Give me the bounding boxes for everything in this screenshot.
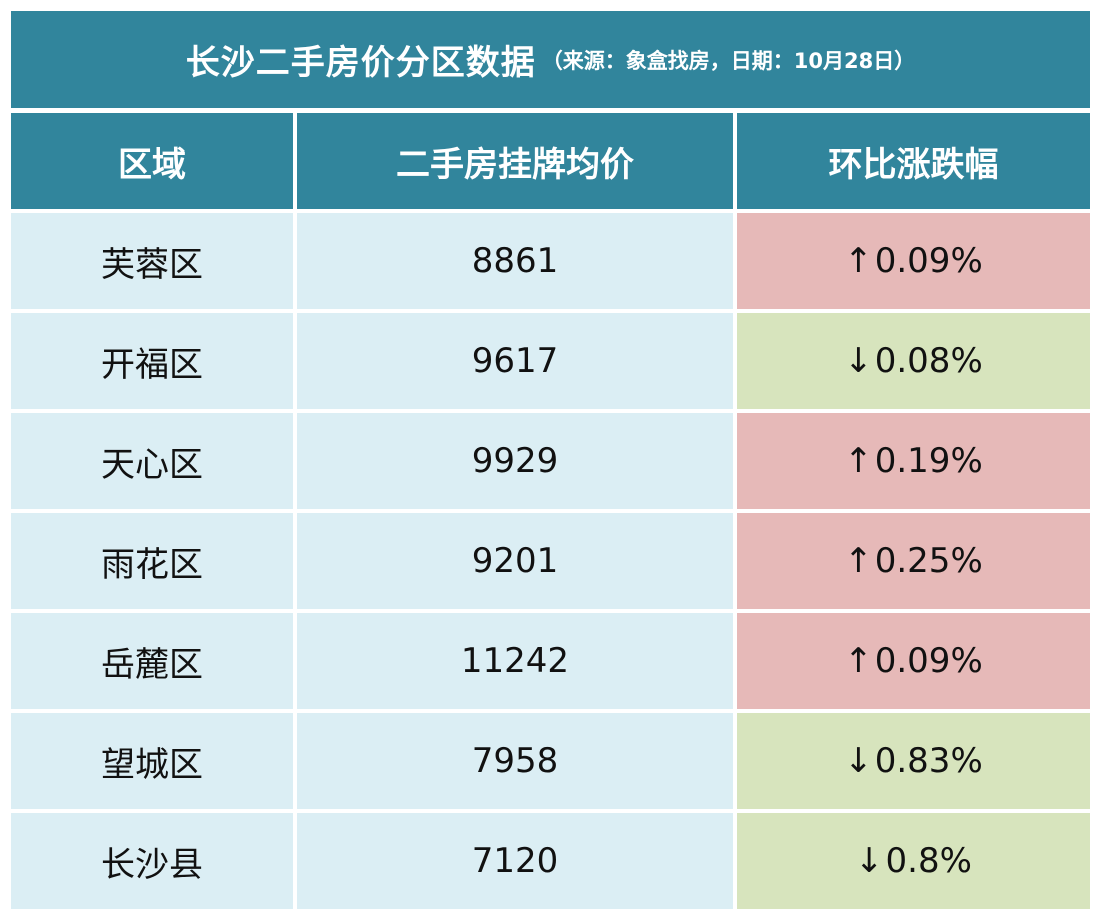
- row-district: 芙蓉区: [11, 213, 293, 309]
- row-district: 岳麓区: [11, 613, 293, 709]
- up-arrow-icon: ↑: [844, 441, 873, 481]
- header-district: 区域: [11, 113, 293, 209]
- table-title: 长沙二手房价分区数据 （来源：象盒找房，日期：10月28日）: [11, 11, 1090, 108]
- row-price: 7958: [297, 713, 733, 809]
- change-value: 0.83%: [874, 741, 983, 781]
- row-district: 开福区: [11, 313, 293, 409]
- row-change: ↑ 0.19%: [737, 413, 1090, 509]
- row-district: 雨花区: [11, 513, 293, 609]
- row-change: ↑ 0.09%: [737, 613, 1090, 709]
- down-arrow-icon: ↓: [855, 841, 884, 881]
- row-price: 9929: [297, 413, 733, 509]
- change-value: 0.8%: [885, 841, 972, 881]
- row-price: 11242: [297, 613, 733, 709]
- row-district: 望城区: [11, 713, 293, 809]
- up-arrow-icon: ↑: [844, 541, 873, 581]
- row-change: ↓ 0.83%: [737, 713, 1090, 809]
- row-price: 9617: [297, 313, 733, 409]
- title-source-date: （来源：象盒找房，日期：10月28日）: [541, 48, 916, 73]
- change-value: 0.09%: [874, 241, 983, 281]
- title-main: 长沙二手房价分区数据: [185, 43, 536, 83]
- price-table: 区域 二手房挂牌均价 环比涨跌幅 芙蓉区 8861 ↑ 0.09% 开福区 961…: [11, 113, 1090, 909]
- row-district: 长沙县: [11, 813, 293, 909]
- row-price: 8861: [297, 213, 733, 309]
- down-arrow-icon: ↓: [844, 341, 873, 381]
- row-change: ↓ 0.08%: [737, 313, 1090, 409]
- up-arrow-icon: ↑: [844, 241, 873, 281]
- row-change: ↓ 0.8%: [737, 813, 1090, 909]
- row-district: 天心区: [11, 413, 293, 509]
- change-value: 0.08%: [874, 341, 983, 381]
- header-change: 环比涨跌幅: [737, 113, 1090, 209]
- change-value: 0.09%: [874, 641, 983, 681]
- header-price: 二手房挂牌均价: [297, 113, 733, 209]
- down-arrow-icon: ↓: [844, 741, 873, 781]
- row-price: 9201: [297, 513, 733, 609]
- up-arrow-icon: ↑: [844, 641, 873, 681]
- change-value: 0.25%: [874, 541, 983, 581]
- row-change: ↑ 0.25%: [737, 513, 1090, 609]
- row-price: 7120: [297, 813, 733, 909]
- change-value: 0.19%: [874, 441, 983, 481]
- row-change: ↑ 0.09%: [737, 213, 1090, 309]
